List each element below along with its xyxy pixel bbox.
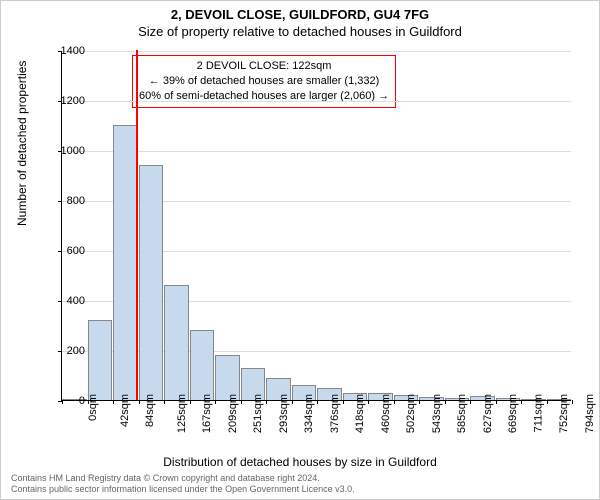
histogram-bar <box>164 285 189 400</box>
y-tick-label: 1400 <box>61 45 85 57</box>
annotation-line2: ← 39% of detached houses are smaller (1,… <box>139 74 389 89</box>
x-tick-mark <box>317 400 318 404</box>
x-tick-label: 167sqm <box>201 394 213 433</box>
property-marker-line <box>136 50 138 400</box>
x-tick-mark <box>470 400 471 404</box>
histogram-bar <box>88 320 113 400</box>
x-tick-label: 293sqm <box>278 394 290 433</box>
y-tick-label: 200 <box>67 345 85 357</box>
x-tick-mark <box>241 400 242 404</box>
annotation-line1: 2 DEVOIL CLOSE: 122sqm <box>139 59 389 74</box>
chart-title-address: 2, DEVOIL CLOSE, GUILDFORD, GU4 7FG <box>1 7 599 22</box>
x-tick-mark <box>190 400 191 404</box>
x-tick-mark <box>343 400 344 404</box>
x-tick-mark <box>215 400 216 404</box>
y-tick-label: 1000 <box>61 145 85 157</box>
x-tick-mark <box>572 400 573 404</box>
x-tick-label: 0sqm <box>87 394 99 421</box>
x-tick-mark <box>547 400 548 404</box>
y-axis-label: Number of detached properties <box>15 61 29 226</box>
y-tick-mark <box>58 301 62 302</box>
x-tick-mark <box>394 400 395 404</box>
chart-container: 2, DEVOIL CLOSE, GUILDFORD, GU4 7FG Size… <box>0 0 600 500</box>
y-tick-label: 400 <box>67 295 85 307</box>
x-tick-label: 543sqm <box>431 394 443 433</box>
histogram-bar <box>139 165 164 400</box>
x-tick-mark <box>266 400 267 404</box>
annotation-callout: 2 DEVOIL CLOSE: 122sqm ← 39% of detached… <box>132 55 396 108</box>
chart-title-description: Size of property relative to detached ho… <box>1 24 599 39</box>
x-tick-label: 334sqm <box>303 394 315 433</box>
footer-line1: Contains HM Land Registry data © Crown c… <box>11 473 355 484</box>
y-tick-label: 800 <box>67 195 85 207</box>
histogram-bar <box>113 125 138 400</box>
x-tick-label: 251sqm <box>252 394 264 433</box>
x-tick-mark <box>139 400 140 404</box>
x-tick-mark <box>496 400 497 404</box>
x-tick-label: 752sqm <box>558 394 570 433</box>
x-tick-mark <box>368 400 369 404</box>
x-tick-label: 84sqm <box>144 394 156 427</box>
x-tick-mark <box>292 400 293 404</box>
x-tick-mark <box>62 400 63 404</box>
x-tick-label: 460sqm <box>380 394 392 433</box>
x-tick-label: 209sqm <box>227 394 239 433</box>
y-tick-label: 600 <box>67 245 85 257</box>
x-tick-mark <box>521 400 522 404</box>
x-tick-label: 376sqm <box>329 394 341 433</box>
footer-line2: Contains public sector information licen… <box>11 484 355 495</box>
y-tick-mark <box>58 201 62 202</box>
y-tick-mark <box>58 351 62 352</box>
x-tick-label: 418sqm <box>354 394 366 433</box>
x-tick-label: 627sqm <box>482 394 494 433</box>
footer-attribution: Contains HM Land Registry data © Crown c… <box>11 473 355 495</box>
x-tick-label: 794sqm <box>584 394 596 433</box>
x-tick-mark <box>88 400 89 404</box>
y-tick-label: 0 <box>79 395 85 407</box>
x-tick-label: 502sqm <box>405 394 417 433</box>
chart-plot-area: 2 DEVOIL CLOSE: 122sqm ← 39% of detached… <box>61 51 571 401</box>
y-tick-mark <box>58 251 62 252</box>
histogram-bar <box>190 330 215 400</box>
x-tick-mark <box>419 400 420 404</box>
x-tick-label: 711sqm <box>532 394 544 432</box>
x-tick-label: 125sqm <box>176 394 188 433</box>
x-tick-label: 669sqm <box>507 394 519 433</box>
x-tick-label: 585sqm <box>456 394 468 433</box>
x-axis-label: Distribution of detached houses by size … <box>1 455 599 469</box>
x-tick-mark <box>113 400 114 404</box>
x-tick-mark <box>445 400 446 404</box>
y-tick-label: 1200 <box>61 95 85 107</box>
x-tick-mark <box>164 400 165 404</box>
x-tick-label: 42sqm <box>119 394 131 427</box>
